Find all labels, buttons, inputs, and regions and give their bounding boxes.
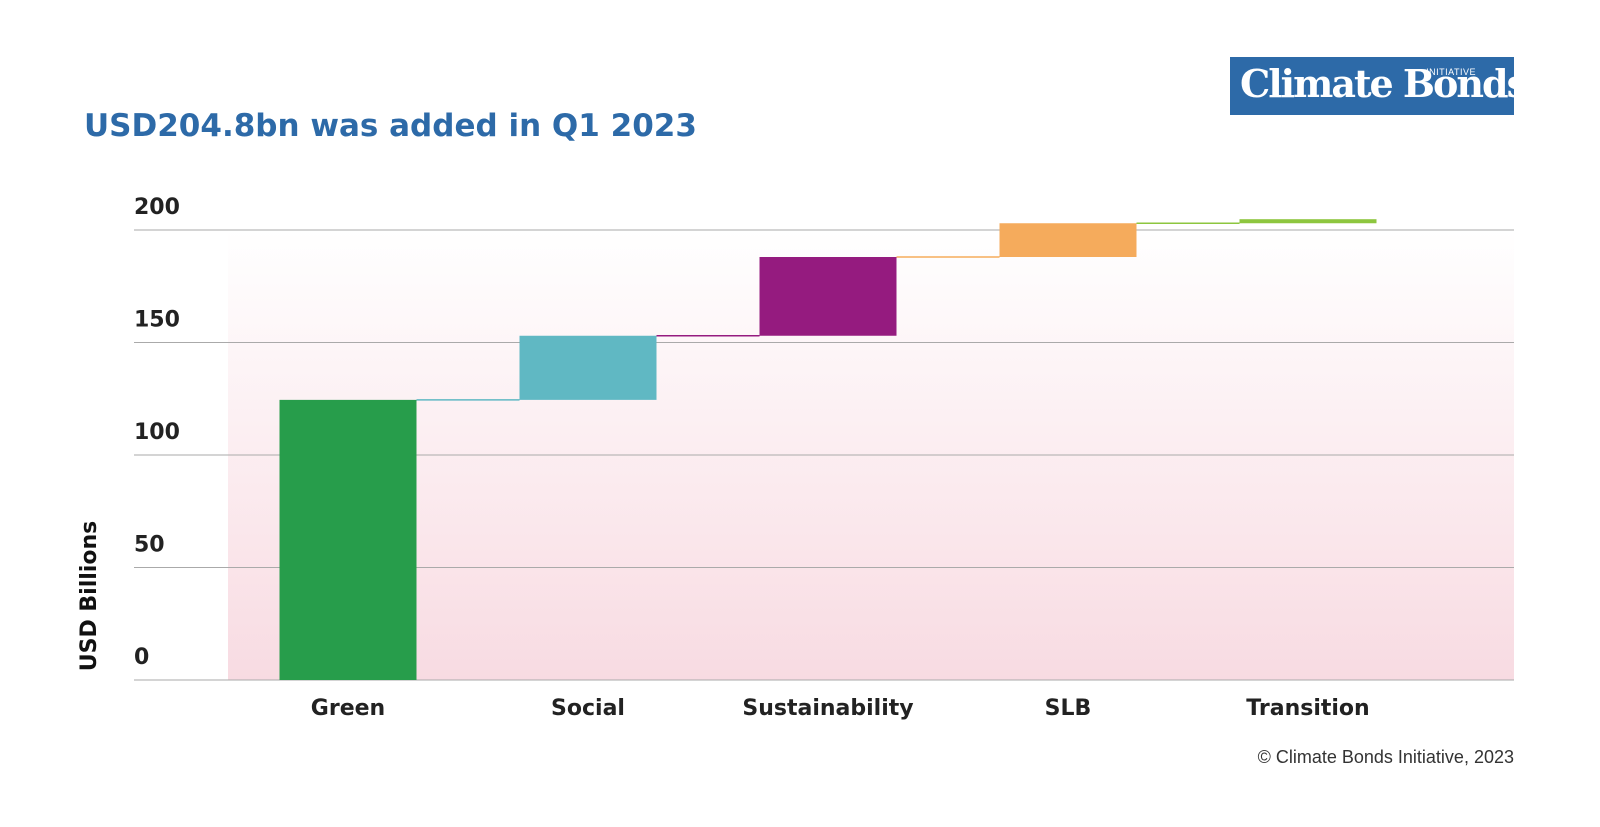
bar-green [279,399,417,680]
copyright-notice: © Climate Bonds Initiative, 2023 [1257,747,1514,767]
category-label-slb: SLB [1045,696,1092,721]
chart-title: USD204.8bn was added in Q1 2023 [84,108,697,144]
y-tick-label-0: 0 [134,645,149,670]
connectors [416,222,1240,401]
category-label-green: Green [311,696,385,721]
category-label-sustainability: Sustainability [742,696,913,721]
bar-sustainability [759,257,897,336]
logo-wordmark: Climate Bonds [1240,61,1528,106]
bars [279,219,1377,680]
bar-transition [1239,219,1377,224]
y-tick-labels: 0 50 100 150 200 [134,195,180,670]
bar-social [519,335,657,400]
logo-initiative-label: INITIATIVE [1426,67,1476,77]
category-label-transition: Transition [1246,696,1369,721]
category-labels: Green Social Sustainability SLB Transition [311,696,1370,721]
y-tick-label-150: 150 [134,308,180,333]
climate-bonds-logo: Climate Bonds INITIATIVE [1230,57,1528,115]
y-axis-label: USD Billions [77,521,102,671]
category-label-social: Social [551,696,625,721]
y-tick-label-100: 100 [134,420,180,445]
y-tick-label-50: 50 [134,533,165,558]
bar-slb [999,223,1137,257]
y-tick-label-200: 200 [134,195,180,220]
